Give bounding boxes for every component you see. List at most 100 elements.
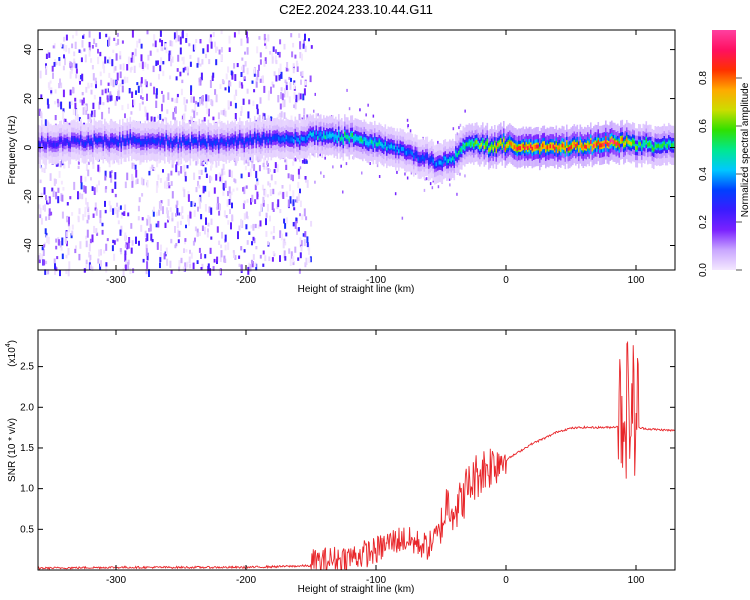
spectrogram-cell bbox=[171, 218, 174, 222]
spectrogram-cell bbox=[290, 77, 292, 82]
spectrogram-cell bbox=[167, 199, 170, 206]
snr-exponent: (x104) bbox=[5, 340, 18, 367]
spectrogram-cell bbox=[279, 103, 282, 110]
spectrogram-cell bbox=[256, 108, 259, 115]
spectrogram-cell bbox=[55, 245, 58, 250]
spectrogram-cell bbox=[246, 88, 249, 94]
spectrogram-cell bbox=[173, 141, 175, 146]
colorbar-ticks: 0.00.20.40.60.8 bbox=[698, 71, 742, 277]
spectrogram-cell bbox=[302, 136, 304, 141]
spectrogram-cell bbox=[52, 72, 54, 79]
spectrogram-cell bbox=[238, 225, 241, 231]
spectrogram-cell bbox=[289, 82, 292, 90]
spectrogram-cell bbox=[543, 143, 546, 147]
spectrogram-cell bbox=[158, 157, 160, 164]
spectrogram-cell bbox=[124, 250, 127, 255]
spectrogram-cell bbox=[145, 248, 148, 256]
spectrogram-cell bbox=[175, 164, 178, 173]
spectrogram-cell bbox=[642, 141, 645, 146]
spectrogram-cell bbox=[192, 262, 195, 270]
spectrogram-cell bbox=[60, 82, 63, 89]
spectrogram-cell bbox=[180, 142, 183, 147]
spectrogram-cell bbox=[166, 258, 169, 266]
spectrogram-cell bbox=[135, 179, 138, 185]
spectrogram-cell bbox=[199, 39, 202, 44]
spectrogram-cell bbox=[265, 166, 268, 170]
spectrogram-cell bbox=[185, 99, 188, 104]
spectrogram-cell bbox=[178, 212, 181, 216]
spectrogram-cell bbox=[259, 220, 262, 227]
spectrogram-cell bbox=[270, 86, 272, 94]
spectrogram-cell bbox=[193, 110, 196, 119]
spectrogram-cell bbox=[218, 210, 221, 216]
spectrogram-cell bbox=[536, 144, 538, 149]
spectrogram-cell bbox=[278, 68, 280, 75]
spectrogram-cell bbox=[407, 150, 409, 154]
spectrogram-cell bbox=[93, 187, 96, 195]
spectrogram-cell bbox=[197, 180, 199, 187]
spectrogram-cell bbox=[624, 141, 627, 146]
spectrogram-cell bbox=[157, 174, 160, 181]
spectrogram-cell bbox=[144, 106, 147, 112]
spectrogram-cell bbox=[229, 101, 232, 107]
spectrogram-cell bbox=[60, 247, 63, 251]
spectrogram-cell bbox=[208, 191, 211, 197]
spectrogram-cell bbox=[205, 94, 208, 102]
spectrogram-cell bbox=[231, 170, 233, 178]
spectrogram-cell bbox=[149, 50, 152, 56]
spectrogram-cell bbox=[216, 196, 219, 205]
spectrogram-cell bbox=[310, 220, 313, 227]
spectrogram-cell bbox=[93, 38, 96, 45]
spectrogram-cell bbox=[131, 139, 133, 144]
spectrogram-cell bbox=[650, 142, 652, 147]
spectrogram-cell bbox=[468, 140, 471, 145]
spectrogram-cell bbox=[110, 118, 113, 123]
spectrogram-cell bbox=[75, 109, 78, 117]
spectrogram-cell bbox=[168, 53, 171, 62]
spectrogram-cell bbox=[399, 145, 402, 150]
spectrogram-cell bbox=[63, 43, 66, 51]
spectrogram-cell bbox=[635, 145, 637, 150]
spectrogram-cell bbox=[40, 192, 43, 199]
spectrogram-cell bbox=[470, 142, 472, 147]
spectrogram-cell bbox=[618, 143, 621, 148]
spectrogram-cell bbox=[221, 231, 223, 239]
spectrogram-cell bbox=[283, 218, 286, 224]
spectrogram-cell bbox=[221, 79, 224, 84]
spectrogram-cell bbox=[106, 95, 109, 100]
spectrogram-cell bbox=[101, 229, 104, 235]
spectrogram-cell bbox=[176, 68, 179, 72]
spectrogram-cell bbox=[117, 220, 120, 225]
spectrogram-cell bbox=[299, 200, 302, 208]
spectrogram-cell bbox=[265, 231, 268, 237]
spectrogram-cell bbox=[40, 111, 43, 118]
spectrogram-cell bbox=[231, 202, 233, 209]
spectrogram-cell bbox=[387, 144, 390, 148]
spectrogram-cell bbox=[176, 138, 178, 142]
spectrogram-cell bbox=[323, 174, 325, 178]
spectrogram-cell bbox=[146, 63, 149, 70]
spectrogram-cell bbox=[608, 142, 610, 147]
spectrogram-cell bbox=[141, 88, 143, 94]
spectrogram-cell bbox=[306, 136, 309, 141]
spectrogram-cell bbox=[184, 238, 187, 242]
spectrogram-cell bbox=[185, 141, 187, 145]
y-tick-label: 0 bbox=[23, 144, 34, 150]
spectrogram-cell bbox=[300, 136, 303, 141]
spectrogram-cell bbox=[87, 113, 90, 120]
spectrogram-cell bbox=[175, 30, 178, 39]
spectrogram-cell bbox=[363, 137, 366, 141]
spectrogram-cell bbox=[112, 208, 115, 215]
spectrogram-cell bbox=[100, 249, 102, 256]
spectrogram-cell bbox=[188, 256, 191, 264]
spectrogram-cell bbox=[194, 237, 196, 242]
spectrogram-cell bbox=[434, 163, 436, 167]
spectrogram-cell bbox=[193, 172, 196, 180]
spectrogram-cell bbox=[342, 139, 345, 143]
spectrogram-cell bbox=[262, 162, 265, 167]
spectrogram-cell bbox=[176, 208, 179, 216]
spectrogram-cell bbox=[45, 232, 48, 238]
spectrogram-cell bbox=[473, 143, 475, 148]
spectrogram-cell bbox=[253, 89, 256, 93]
spectrogram-cell bbox=[215, 94, 218, 103]
